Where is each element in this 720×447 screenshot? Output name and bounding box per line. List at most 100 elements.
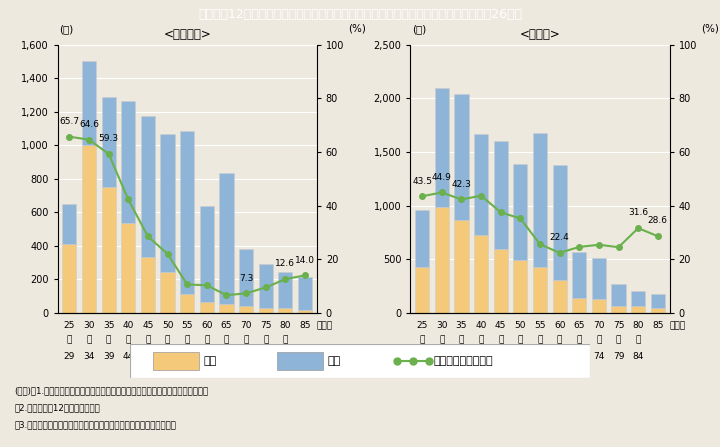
Text: 79: 79 [260, 352, 271, 361]
Text: ～: ～ [106, 336, 112, 345]
Text: 7.3: 7.3 [239, 274, 253, 283]
Bar [141, 116, 155, 257]
Text: ～: ～ [439, 336, 444, 345]
Text: 64.6: 64.6 [79, 120, 99, 129]
Bar [454, 94, 469, 219]
Text: 28.6: 28.6 [648, 216, 668, 225]
Text: ～: ～ [283, 336, 288, 345]
Bar [161, 272, 175, 313]
Text: 44.9: 44.9 [432, 173, 451, 182]
Bar [592, 299, 606, 313]
Text: 35: 35 [103, 321, 114, 330]
Text: 85: 85 [652, 321, 664, 330]
Text: 75: 75 [260, 321, 271, 330]
Bar [513, 164, 528, 260]
Text: 3.産婦人科は，主たる診療科が「産婦人科」及び「産科」の合計。: 3.産婦人科は，主たる診療科が「産婦人科」及び「産科」の合計。 [14, 421, 176, 430]
Text: 29: 29 [63, 352, 75, 361]
Text: 74: 74 [593, 352, 605, 361]
Text: ～: ～ [596, 336, 602, 345]
Text: 45: 45 [495, 321, 506, 330]
Text: 59: 59 [534, 352, 546, 361]
Bar [494, 141, 508, 249]
Bar [533, 133, 547, 267]
Text: 50: 50 [515, 321, 526, 330]
Text: ～: ～ [518, 336, 523, 345]
Text: 59: 59 [181, 352, 193, 361]
Title: <小児科>: <小児科> [520, 28, 560, 41]
Text: 70: 70 [240, 321, 252, 330]
Text: 14.0: 14.0 [295, 256, 315, 265]
Bar [651, 294, 665, 308]
Text: ～: ～ [165, 336, 170, 345]
Bar [611, 284, 626, 306]
Text: 54: 54 [515, 352, 526, 361]
Text: 69: 69 [221, 352, 233, 361]
Text: Ｉ－１－12図　年齢階級別産婦人科及び小児科の医療施設従事医師数（男女別，平成26年）: Ｉ－１－12図 年齢階級別産婦人科及び小児科の医療施設従事医師数（男女別，平成2… [198, 8, 522, 21]
Text: 84: 84 [632, 352, 644, 361]
Text: ～: ～ [145, 336, 150, 345]
Bar [199, 302, 214, 313]
Text: 34: 34 [436, 352, 448, 361]
Text: (%): (%) [348, 24, 366, 34]
Text: 40: 40 [122, 321, 134, 330]
Text: 34: 34 [84, 352, 95, 361]
Bar [298, 277, 312, 310]
Bar [239, 249, 253, 306]
Bar [180, 131, 194, 294]
Text: 65: 65 [221, 321, 233, 330]
Bar [474, 134, 488, 235]
Bar [258, 264, 273, 308]
Bar [415, 210, 429, 267]
Text: (人): (人) [413, 24, 427, 34]
Text: （歳）: （歳） [670, 321, 685, 330]
Text: (%): (%) [701, 24, 719, 34]
Text: ～: ～ [478, 336, 484, 345]
Text: 74: 74 [240, 352, 252, 361]
Text: 50: 50 [162, 321, 174, 330]
Bar [161, 135, 175, 272]
Bar [454, 219, 469, 313]
Text: 49: 49 [143, 352, 153, 361]
FancyBboxPatch shape [130, 344, 590, 378]
Text: 84: 84 [279, 352, 291, 361]
Text: 70: 70 [593, 321, 605, 330]
Text: 42.3: 42.3 [451, 180, 472, 189]
Text: 男性: 男性 [328, 356, 341, 366]
Bar [435, 207, 449, 313]
Bar [279, 272, 292, 308]
Text: 39: 39 [456, 352, 467, 361]
Text: 64: 64 [201, 352, 212, 361]
Text: 39: 39 [103, 352, 114, 361]
Text: 43.5: 43.5 [412, 177, 432, 186]
Title: <産婦人科>: <産婦人科> [163, 28, 211, 41]
Text: ～: ～ [263, 336, 269, 345]
Text: 65: 65 [574, 321, 585, 330]
Text: 22.4: 22.4 [550, 233, 570, 242]
Text: 44: 44 [122, 352, 134, 361]
Bar [572, 252, 586, 298]
Bar [82, 145, 96, 313]
Bar [474, 235, 488, 313]
Text: 31.6: 31.6 [628, 208, 648, 217]
Text: 54: 54 [162, 352, 174, 361]
Text: 80: 80 [279, 321, 291, 330]
Text: 59.3: 59.3 [99, 134, 119, 143]
Bar [279, 308, 292, 313]
Text: 女性割合（右目盛）: 女性割合（右目盛） [433, 356, 493, 366]
Bar [592, 258, 606, 299]
Bar [533, 267, 547, 313]
Bar [552, 165, 567, 280]
Text: 69: 69 [574, 352, 585, 361]
Bar [239, 306, 253, 313]
Text: 75: 75 [613, 321, 624, 330]
Text: ～: ～ [420, 336, 425, 345]
Bar [141, 257, 155, 313]
Bar [121, 223, 135, 313]
Text: 45: 45 [143, 321, 153, 330]
Bar [552, 280, 567, 313]
Bar [63, 204, 76, 244]
Text: 64: 64 [554, 352, 565, 361]
Text: 35: 35 [456, 321, 467, 330]
Text: ～: ～ [616, 336, 621, 345]
Text: ～: ～ [224, 336, 229, 345]
